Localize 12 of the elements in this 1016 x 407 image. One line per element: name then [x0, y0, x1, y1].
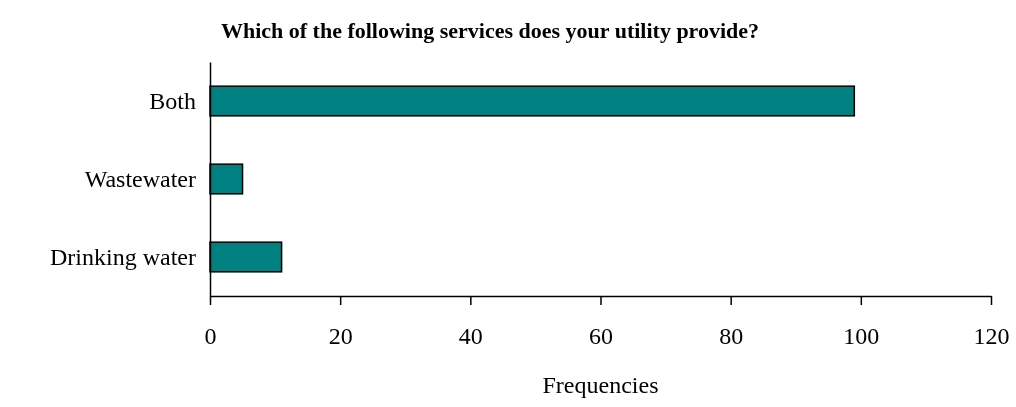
- chart-title: Which of the following services does your utility provide?: [220, 18, 760, 43]
- x-tick-label: 100: [843, 323, 880, 349]
- x-tick-label: 20: [328, 323, 353, 349]
- y-tick-label: Wastewater: [84, 165, 196, 192]
- x-axis-title: Frequencies: [542, 372, 659, 398]
- y-tick-label: Drinking water: [50, 243, 196, 270]
- x-tick-label: 80: [719, 323, 744, 349]
- x-tick-label: 60: [589, 323, 613, 349]
- y-tick-label: Both: [149, 87, 196, 114]
- x-tick-label: 0: [204, 323, 217, 349]
- x-tick-label: 120: [973, 323, 1010, 349]
- x-tick-label: 40: [458, 323, 483, 349]
